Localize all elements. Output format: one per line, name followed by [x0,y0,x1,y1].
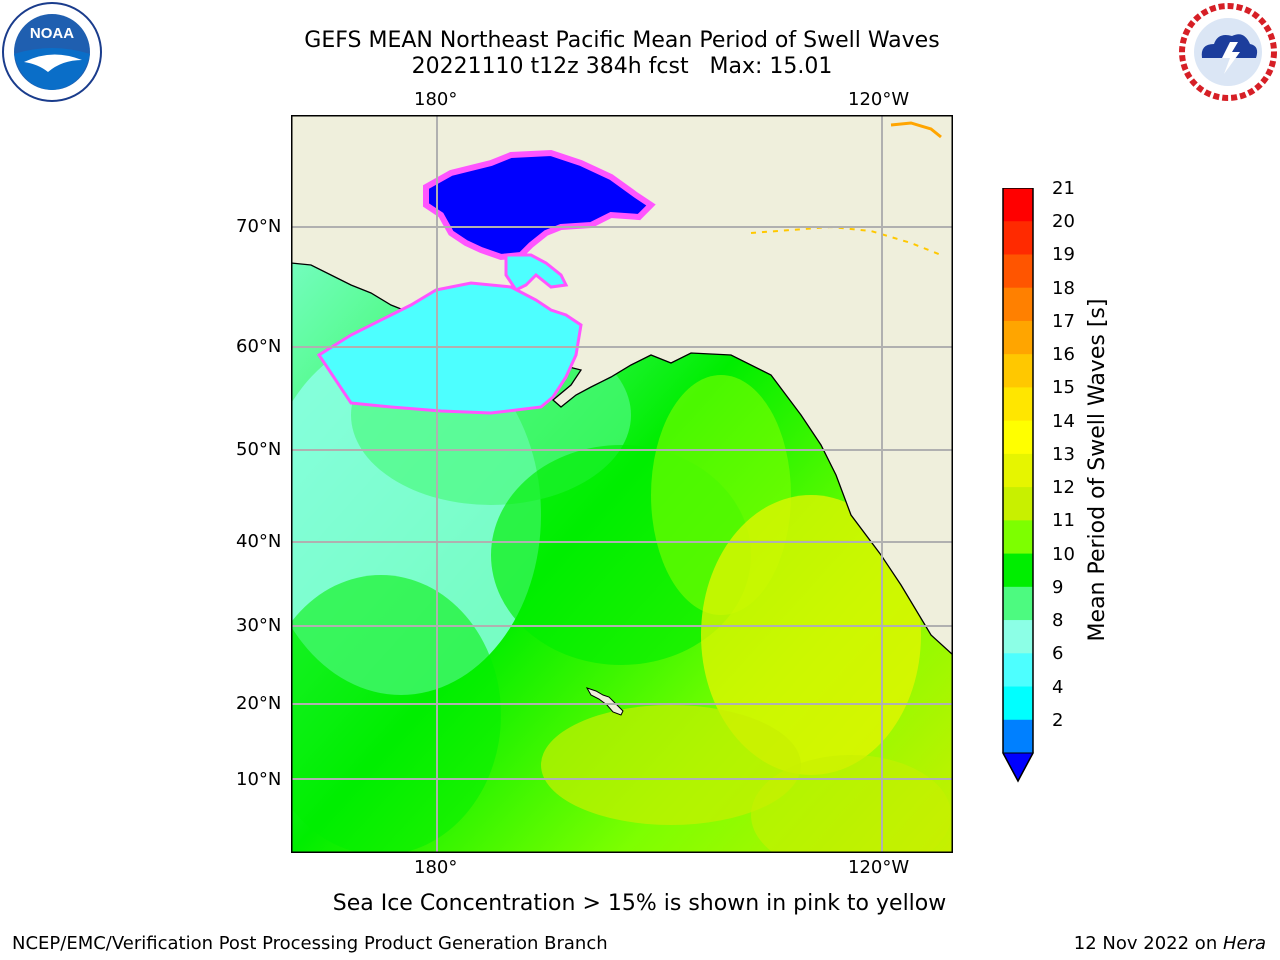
colorbar-outline [1002,187,1034,783]
footer-date: 12 Nov 2022 on [1073,933,1223,954]
colorbar-tick-label: 15 [1052,377,1075,399]
colorbar-tick-label: 10 [1052,543,1075,565]
colorbar-swatch [1003,520,1033,555]
colorbar-swatch [1003,653,1033,688]
map-canvas [291,115,953,853]
colorbar-ticks: 21 20 19 18 17 16 15 14 13 12 11 10 9 8 6 4 2 [1052,180,1112,770]
colorbar-tick-label: 14 [1052,410,1075,432]
colorbar-tick-label: 21 [1052,178,1075,199]
colorbar-label: Mean Period of Swell Waves [s] [1085,298,1110,642]
colorbar-swatch [1003,487,1033,521]
bering-strait-region [504,253,569,292]
sea-ice-edge-ne [890,121,942,139]
lat-label-40n: 40°N [236,531,282,552]
colorbar-swatch [1003,354,1033,388]
colorbar-tick-label: 13 [1052,443,1075,465]
lat-label-10n: 10°N [236,769,282,790]
lon-label-180-top: 180° [414,89,458,110]
sea-ice-edge-beaufort [750,225,942,256]
colorbar-swatch [1003,453,1033,488]
colorbar-swatch [1003,387,1033,422]
lon-label-120w-top: 120°W [848,89,910,110]
colorbar-tick-label: 9 [1052,576,1064,598]
colorbar-tick-label: 17 [1052,310,1075,332]
colorbar-swatch [1003,221,1033,255]
colorbar-tick-label: 8 [1052,610,1064,632]
colorbar-swatch [1003,686,1033,721]
colorbar-tick-label: 6 [1052,643,1064,665]
colorbar-swatches [1002,187,1034,783]
sea-ice-blue-region [423,149,656,261]
graticule [291,115,953,853]
lat-label-50n: 50°N [236,439,282,460]
colorbar-tick-label: 16 [1052,344,1075,366]
swell-region-10-11s-west [291,575,501,853]
lat-label-20n: 20°N [236,693,282,714]
colorbar-tick-label: 11 [1052,510,1075,532]
lon-label-180-bottom: 180° [414,857,458,878]
colorbar [1002,187,1034,784]
colorbar-extend-triangle [1002,752,1034,783]
colorbar-swatch [1003,420,1033,455]
footer-host: Hera [1222,933,1266,954]
map-panel [291,115,953,853]
nws-logo [1178,2,1278,102]
swell-region-12-13s [541,705,801,825]
footer-right: 12 Nov 2022 on Hera [1074,934,1266,954]
sea-ice-caption: Sea Ice Concentration > 15% is shown in … [332,891,947,916]
hawaii-islands [585,687,624,716]
colorbar-swatch [1003,553,1033,588]
noaa-logo: NOAA [2,2,102,102]
svg-text:NOAA: NOAA [30,25,74,42]
map-frame [291,115,953,853]
colorbar-swatch [1003,719,1033,754]
colorbar-tick-label: 2 [1052,709,1064,731]
map-title: GEFS MEAN Northeast Pacific Mean Period … [304,28,940,53]
colorbar-swatch [1003,287,1033,322]
lat-label-70n: 70°N [236,216,282,237]
colorbar-tick-label: 19 [1052,244,1075,266]
lat-label-30n: 30°N [236,615,282,636]
footer-left: NCEP/EMC/Verification Post Processing Pr… [12,933,608,954]
colorbar-tick-label: 4 [1052,676,1064,698]
lon-label-120w-bottom: 120°W [848,857,910,878]
colorbar-swatch [1003,620,1033,654]
lat-label-60n: 60°N [236,336,282,357]
colorbar-swatch [1003,254,1033,289]
colorbar-swatch [1003,188,1033,222]
colorbar-tick-label: 20 [1052,211,1075,233]
colorbar-swatch [1003,320,1033,355]
colorbar-tick-label: 18 [1052,277,1075,299]
map-subtitle: 20221110 t12z 384h fcst Max: 15.01 [411,54,833,79]
colorbar-swatch [1003,586,1033,621]
colorbar-tick-label: 12 [1052,477,1075,499]
